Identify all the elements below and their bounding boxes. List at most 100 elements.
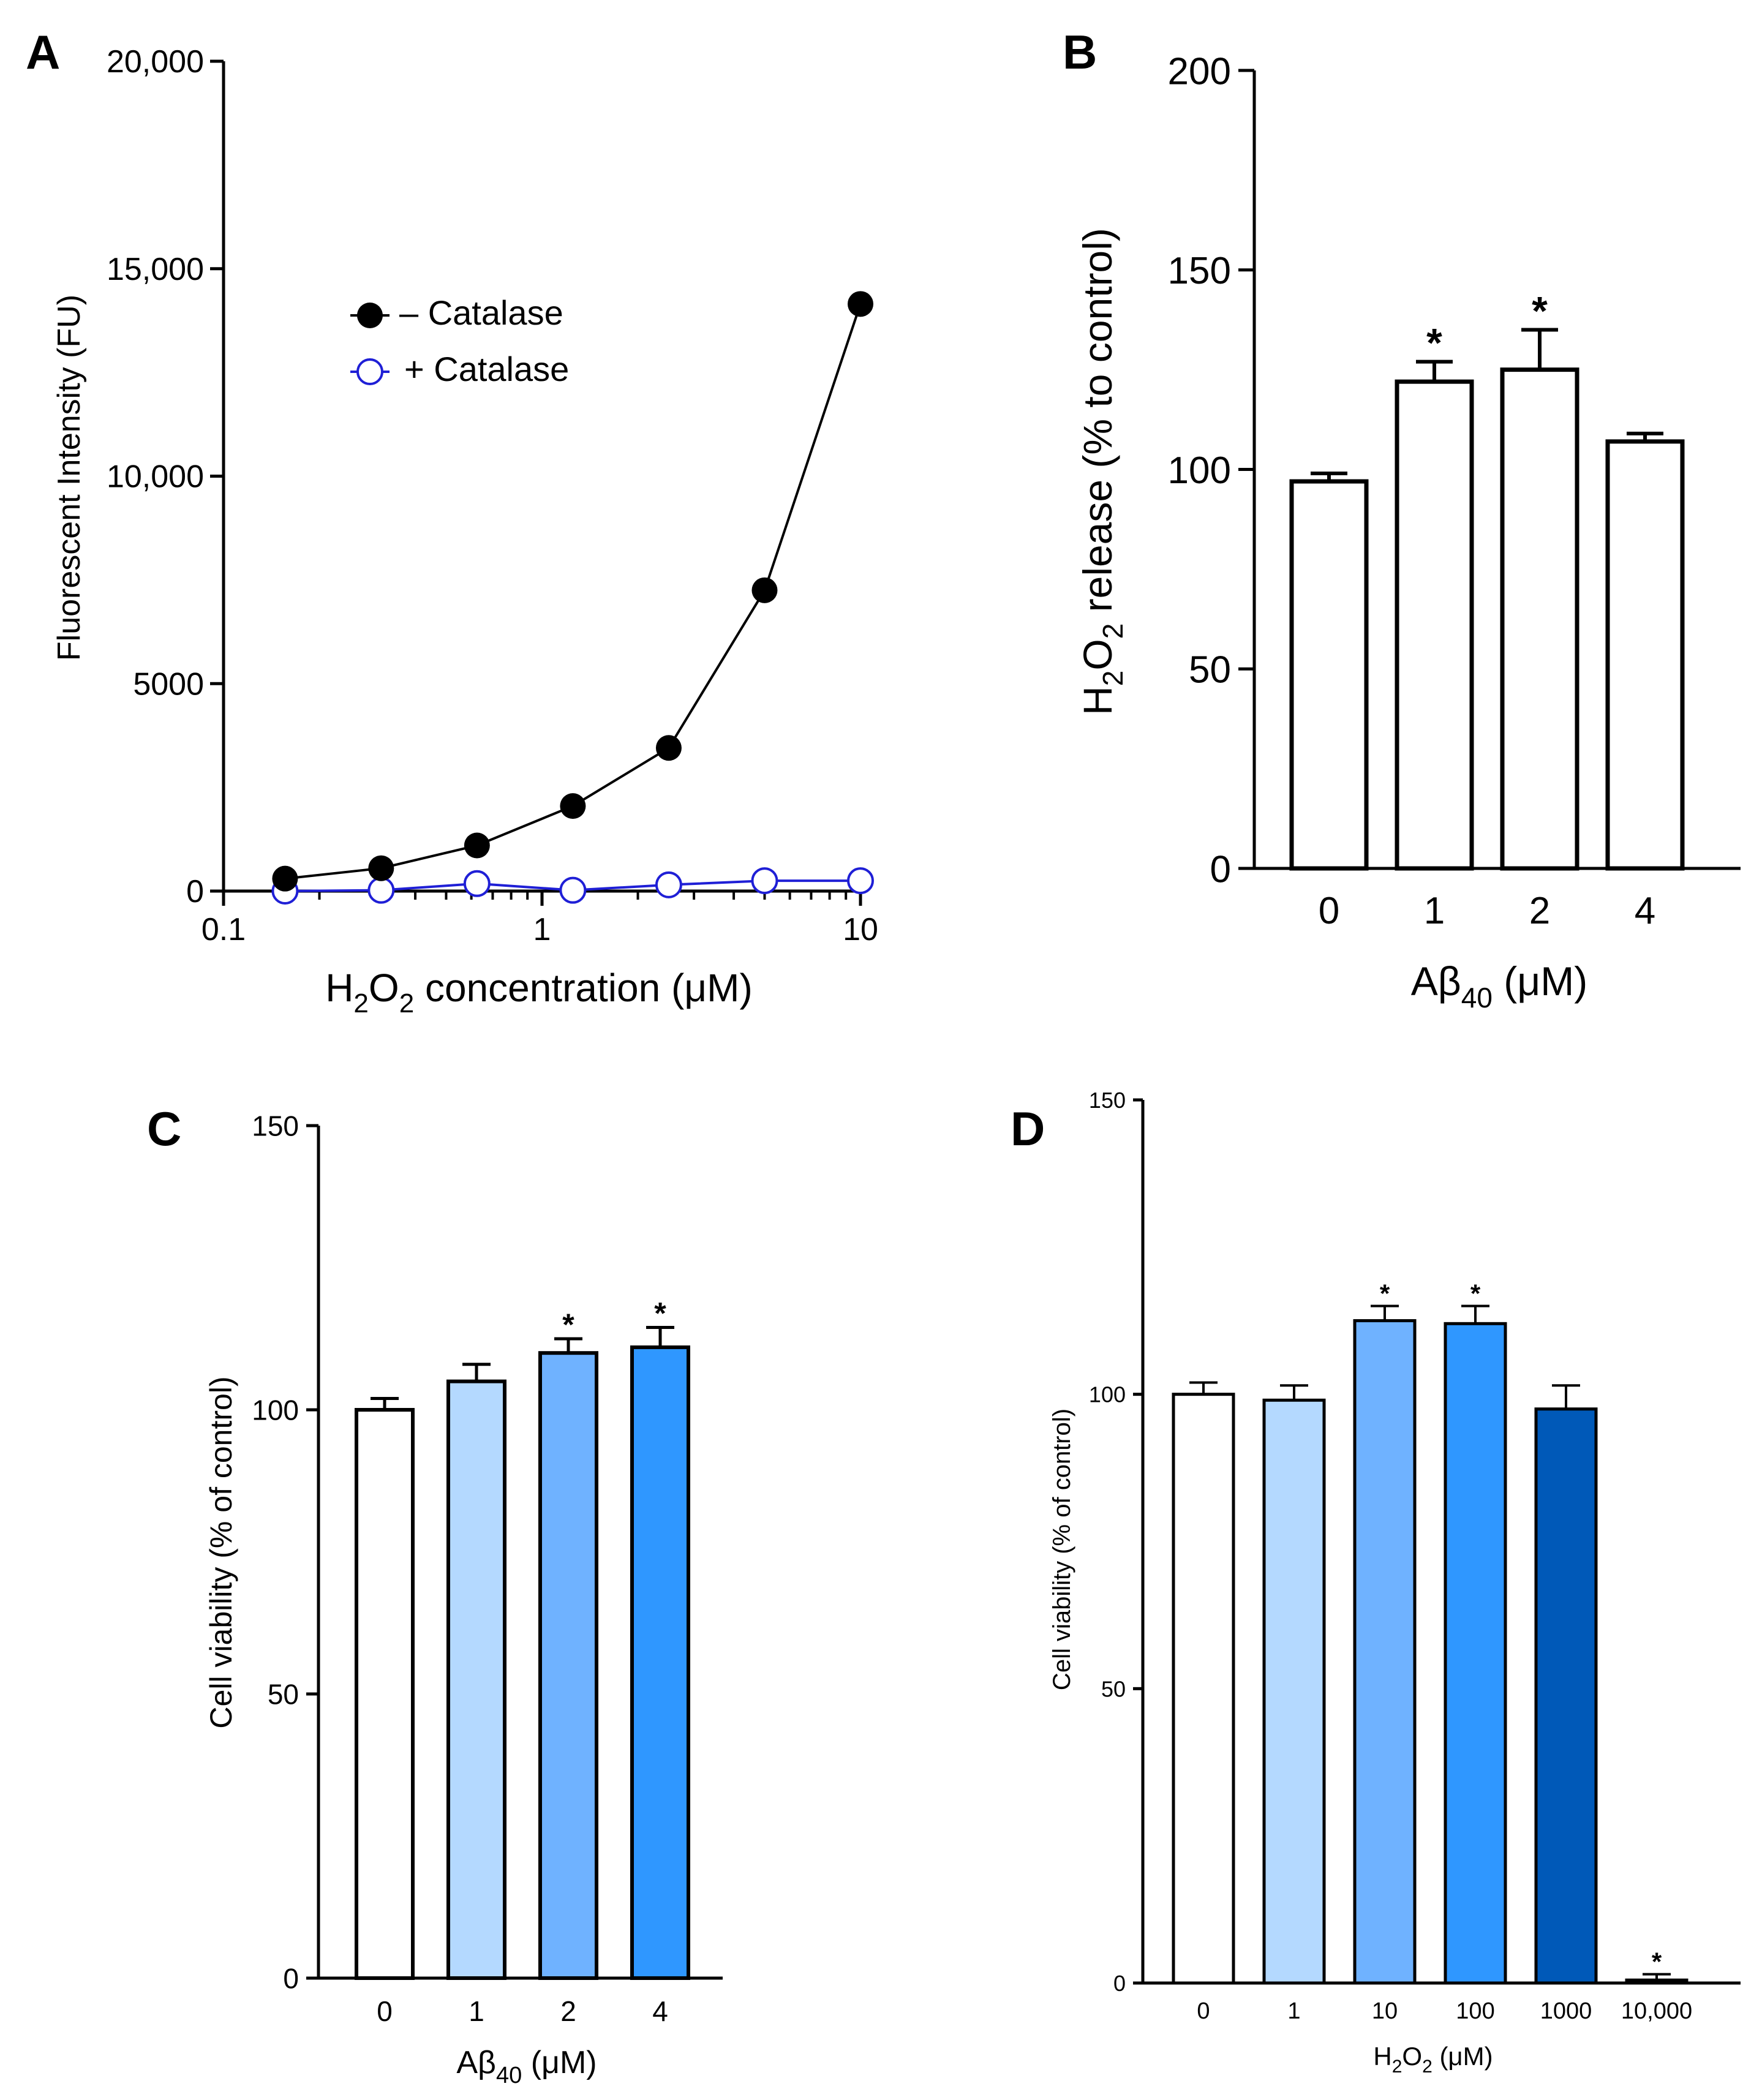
- panel-b-x-label: Aβ40 (μM): [1411, 958, 1587, 1014]
- panel-a-x-tick-label: 10: [843, 912, 878, 947]
- panel-b-x-tick-label: 0: [1319, 890, 1339, 932]
- panel-d-x-tick-label: 10: [1372, 1998, 1398, 2024]
- panel-d-bar-1000: [1534, 1407, 1598, 1985]
- panel-d-x-tick-label: 100: [1456, 1998, 1494, 2024]
- panel-a-y-tick-label: 5000: [133, 666, 204, 702]
- panel-a-legend: – Catalase + Catalase: [350, 293, 569, 388]
- panel-c-x-tick-label: 1: [469, 1995, 484, 2027]
- panel-d-x-tick-label: 1000: [1540, 1998, 1592, 2024]
- panel-a-y-label: Fluorescent Intensity (FU): [51, 295, 87, 661]
- panel-b-y-tick-label: 0: [1210, 848, 1231, 890]
- panel-a-y-ticks: 0 5000 10,000 15,000 20,000: [107, 44, 224, 909]
- panel-b-bar-4: [1605, 439, 1685, 871]
- panel-a-point-plus-catalase: [655, 871, 682, 898]
- panel-a-point-minus-catalase: [848, 291, 873, 317]
- legend-marker-minus-catalase: [357, 303, 383, 328]
- panel-c-y-tick-label: 100: [252, 1394, 299, 1426]
- panel-a-letter: A: [26, 25, 60, 79]
- panel-d-significance-mark: *: [1380, 1279, 1390, 1308]
- panel-b-y-ticks: 0 50 100 150 200: [1168, 50, 1254, 890]
- panel-b-y-tick-label: 50: [1189, 649, 1231, 691]
- panel-a-point-plus-catalase: [463, 870, 491, 897]
- panel-a-x-label: H2O2 concentration (μM): [325, 966, 753, 1018]
- panel-c-significance-mark: *: [562, 1308, 574, 1342]
- panel-a-point-minus-catalase: [655, 735, 682, 761]
- panel-d-x-tick-label: 1: [1287, 1998, 1300, 2024]
- panel-a-point-minus-catalase: [464, 832, 490, 859]
- panel-d-significance-mark: *: [1470, 1279, 1481, 1308]
- panel-b-x-tick-label: 1: [1424, 890, 1445, 932]
- panel-b-bars: 0 1 * 2 * 4: [1289, 288, 1685, 932]
- panel-b-y-tick-label: 150: [1168, 250, 1231, 292]
- panel-a-point-minus-catalase: [368, 855, 394, 881]
- legend-label-minus-catalase: – Catalase: [399, 293, 563, 332]
- panel-c-y-tick-label: 0: [283, 1963, 299, 1995]
- panel-b-letter: B: [1063, 25, 1097, 79]
- panel-a: A 0 5000 10,000 15,000 20,000 0.1 1 10 – Catal…: [26, 25, 878, 1018]
- panel-c-x-tick-label: 2: [560, 1995, 576, 2027]
- panel-b-bar-2: [1500, 367, 1579, 871]
- panel-a-point-minus-catalase: [751, 577, 778, 603]
- panel-d-y-tick-label: 100: [1089, 1382, 1126, 1407]
- legend-label-plus-catalase: + Catalase: [404, 350, 569, 388]
- panel-a-point-plus-catalase: [559, 876, 587, 904]
- panel-a-y-tick-label: 0: [186, 874, 204, 909]
- panel-c-bar-0: [355, 1408, 415, 1980]
- panel-c-bar-4: [630, 1345, 690, 1980]
- panel-a-point-plus-catalase: [751, 867, 778, 895]
- panel-a-point-minus-catalase: [272, 865, 298, 892]
- panel-d-x-tick-label: 10,000: [1621, 1998, 1692, 2024]
- panel-b-y-label: H2O2 release (% to control): [1075, 228, 1129, 715]
- panel-d-y-ticks: 0 50 100 150: [1089, 1088, 1143, 1996]
- panel-d-bar-1: [1262, 1398, 1326, 1985]
- panel-b-bar-0: [1289, 479, 1369, 871]
- panel-d-y-tick-label: 150: [1089, 1088, 1126, 1113]
- panel-c-significance-mark: *: [654, 1296, 666, 1330]
- panel-b-significance-mark: *: [1426, 320, 1442, 366]
- panel-b-x-tick-label: 2: [1529, 890, 1550, 932]
- panel-d-bars: 0 1 10 * 100 * 1000 10,000 *: [1172, 1279, 1692, 2024]
- panel-b-y-tick-label: 200: [1168, 50, 1231, 92]
- panel-b-x-tick-label: 4: [1635, 890, 1655, 932]
- panel-a-x-ticks: 0.1 1 10: [201, 891, 878, 947]
- panel-a-series: [271, 291, 874, 905]
- panel-d-letter: D: [1011, 1102, 1045, 1156]
- panel-c-bars: 0 1 2 * 4 *: [355, 1296, 690, 2027]
- panel-c: C 0 50 100 150 0 1 2 * 4 * Cell viability (% of …: [147, 1102, 723, 2088]
- legend-marker-plus-catalase: [356, 358, 383, 385]
- panel-d: D 0 50 100 150 0 1 10 * 100 * 1000 10,000 * Cell vi…: [1011, 1088, 1741, 2077]
- panel-a-point-plus-catalase: [367, 876, 395, 904]
- panel-a-x-tick-label: 1: [533, 912, 551, 947]
- panel-d-x-tick-label: 0: [1197, 1998, 1210, 2024]
- panel-a-point-minus-catalase: [560, 793, 586, 819]
- panel-d-y-tick-label: 0: [1113, 1971, 1126, 1996]
- panel-a-x-tick-label: 0.1: [201, 912, 246, 947]
- panel-b-significance-mark: *: [1532, 288, 1548, 333]
- panel-c-y-ticks: 0 50 100 150: [252, 1110, 318, 1995]
- panel-c-x-label: Aβ40 (μM): [456, 2045, 597, 2088]
- panel-c-letter: C: [147, 1102, 181, 1156]
- panel-c-bar-1: [446, 1379, 506, 1981]
- panel-b-y-tick-label: 100: [1168, 450, 1231, 492]
- panel-d-significance-mark: *: [1652, 1948, 1662, 1976]
- panel-b-bar-1: [1395, 379, 1474, 871]
- panel-b: B 0 50 100 150 200 0 1 * 2 * 4 H2O2 release (% to…: [1063, 25, 1741, 1014]
- panel-d-x-label: H2O2 (μM): [1373, 2042, 1493, 2077]
- panel-c-y-tick-label: 150: [252, 1110, 299, 1142]
- panel-d-y-tick-label: 50: [1101, 1676, 1126, 1701]
- panel-a-y-tick-label: 10,000: [107, 459, 204, 495]
- panel-c-x-tick-label: 4: [652, 1995, 668, 2027]
- panel-d-y-label: Cell viability (% of control): [1049, 1409, 1075, 1690]
- panel-d-bar-100: [1444, 1322, 1507, 1985]
- panel-d-bar-10: [1353, 1319, 1417, 1985]
- panel-a-point-plus-catalase: [847, 867, 874, 895]
- panel-c-x-tick-label: 0: [377, 1995, 393, 2027]
- panel-c-y-tick-label: 50: [268, 1679, 299, 1710]
- panel-a-y-tick-label: 15,000: [107, 252, 204, 287]
- panel-a-y-tick-label: 20,000: [107, 44, 204, 80]
- panel-d-bar-0: [1172, 1393, 1235, 1985]
- panel-c-bar-2: [538, 1351, 598, 1980]
- panel-c-y-label: Cell viability (% of control): [204, 1376, 238, 1728]
- panel-d-bar-10,000: [1625, 1978, 1689, 1985]
